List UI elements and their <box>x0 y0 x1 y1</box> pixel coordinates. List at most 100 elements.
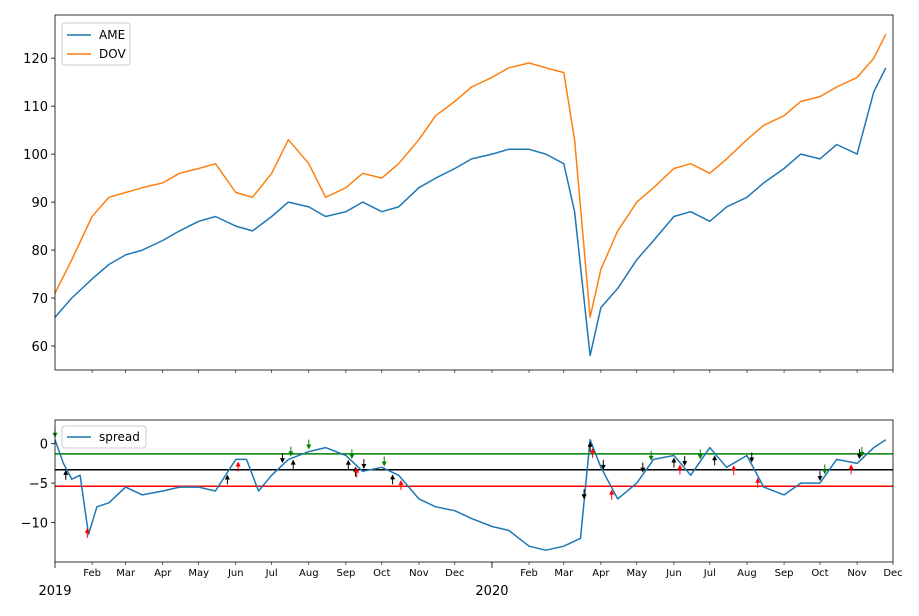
spread-xtick-month-label: Apr <box>154 568 172 579</box>
signal-arrow-head <box>731 465 737 471</box>
signal-arrow-head <box>84 527 90 533</box>
signal-arrow-up <box>63 469 69 480</box>
signal-arrow-up <box>712 455 718 466</box>
signal-arrow-down <box>288 446 294 457</box>
signal-arrow-head <box>755 477 761 483</box>
signal-arrow-head <box>224 474 230 480</box>
signal-arrow-up <box>224 474 230 485</box>
signal-arrow-down <box>306 439 312 450</box>
signal-arrow-head <box>587 441 593 447</box>
spread-xtick-month-label: Sep <box>336 568 355 579</box>
signal-arrow-head <box>390 474 396 480</box>
spread-xtick-month-label: May <box>626 568 647 579</box>
price-line-ame <box>54 67 887 357</box>
signal-arrow-head <box>640 467 646 473</box>
spread-xtick-month-label: Mar <box>116 568 136 579</box>
signal-arrow-down <box>640 462 646 473</box>
signal-arrow-up <box>755 477 761 488</box>
signal-arrow-up <box>590 447 596 458</box>
signal-arrow-down <box>361 459 367 470</box>
signal-arrow-head <box>682 461 688 467</box>
signal-arrow-up <box>84 527 90 538</box>
signal-arrow-down <box>859 446 865 457</box>
signal-arrow-head <box>590 447 596 453</box>
spread-xtick-year-label: 2020 <box>475 584 508 599</box>
signal-arrow-down <box>697 449 703 460</box>
signal-arrow-down <box>682 456 688 467</box>
signal-arrow-down <box>822 464 828 475</box>
signal-arrow-up <box>587 441 593 452</box>
price-ytick-label: 80 <box>31 244 48 259</box>
signal-arrow-head <box>63 469 69 475</box>
signal-arrow-head <box>609 489 615 495</box>
spread-ytick-label: −5 <box>29 477 48 492</box>
signal-arrow-up <box>398 480 404 491</box>
signal-arrow-head <box>677 464 683 470</box>
signal-arrow-head <box>349 454 355 460</box>
spread-xtick-month-label: May <box>188 568 209 579</box>
price-ytick-label: 90 <box>31 196 48 211</box>
legend-label-ame: AME <box>99 28 125 42</box>
spread-xtick-month-label: Oct <box>811 568 828 579</box>
signal-arrow-down <box>581 489 587 500</box>
signal-arrow-down <box>817 471 823 482</box>
price-line-dov <box>54 33 887 318</box>
price-ytick-label: 120 <box>23 52 48 67</box>
spread-xtick-month-label: Dec <box>445 568 464 579</box>
spread-legend: spread <box>61 425 147 449</box>
spread-xtick-month-label: Sep <box>775 568 794 579</box>
spread-ytick-label: 0 <box>40 438 48 453</box>
signal-arrow-head <box>354 467 360 473</box>
signal-arrow-head <box>361 464 367 470</box>
spread-panel: 0 −5 −10 Feb Mar Apr May Jun Jul Aug Sep Oct Nov Dec… <box>21 419 903 599</box>
signal-arrow-up <box>677 464 683 475</box>
signal-arrow-head <box>279 458 285 464</box>
signal-arrow-down <box>600 459 606 470</box>
signal-arrow-head <box>856 454 862 460</box>
signal-arrow-head <box>345 459 351 465</box>
spread-xtick-month-label: Jun <box>665 568 682 579</box>
spread-xtick-month-label: Jul <box>703 568 716 579</box>
spread-axes-frame <box>54 419 894 563</box>
signal-arrow-head <box>712 455 718 461</box>
spread-xtick-year-label: 2019 <box>38 584 71 599</box>
spread-xtick-month-label: Aug <box>299 568 319 579</box>
price-axes-frame <box>54 14 894 371</box>
signal-arrow-head <box>822 469 828 475</box>
spread-xtick-month-label: Apr <box>592 568 610 579</box>
signal-arrow-down <box>749 452 755 463</box>
signal-arrow-head <box>235 461 241 467</box>
price-ytick-label: 70 <box>31 292 48 307</box>
spread-xtick-month-label: Feb <box>83 568 101 579</box>
signal-arrow-down <box>856 449 862 460</box>
price-panel: 60 70 80 90 100 110 120 AME DOV <box>23 14 894 373</box>
signal-arrow-head <box>290 459 296 465</box>
spread-line <box>54 438 887 551</box>
signal-arrow-head <box>288 451 294 457</box>
legend-label-dov: DOV <box>99 47 126 61</box>
signal-arrow-up <box>290 459 296 470</box>
signal-arrow-head <box>600 464 606 470</box>
signal-arrow-down <box>349 449 355 460</box>
signal-arrow-head <box>848 464 854 470</box>
signal-arrow-up <box>848 464 854 475</box>
spread-legend-box <box>61 425 147 449</box>
signal-arrow-up <box>609 489 615 500</box>
signal-arrow-up <box>731 465 737 476</box>
price-legend: AME DOV <box>61 22 131 66</box>
spread-xtick-month-label: Nov <box>409 568 429 579</box>
signal-arrow-down <box>381 456 387 467</box>
price-ytick-label: 60 <box>31 340 48 355</box>
spread-xtick-month-label: Dec <box>883 568 902 579</box>
spread-xtick-month-label: Oct <box>373 568 390 579</box>
signal-arrow-head <box>648 455 654 461</box>
signal-arrow-head <box>581 494 587 500</box>
legend-label-spread: spread <box>99 430 140 444</box>
signal-arrow-head <box>749 457 755 463</box>
signal-arrow-up <box>671 457 677 468</box>
signal-arrow-head <box>398 480 404 486</box>
signal-arrow-head <box>671 457 677 463</box>
signal-arrow-down <box>648 450 654 461</box>
signal-arrow-up <box>390 474 396 485</box>
